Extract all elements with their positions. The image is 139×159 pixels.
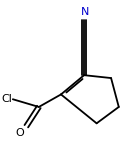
Text: Cl: Cl [1, 94, 12, 104]
Text: N: N [81, 7, 89, 17]
Text: O: O [16, 128, 24, 138]
